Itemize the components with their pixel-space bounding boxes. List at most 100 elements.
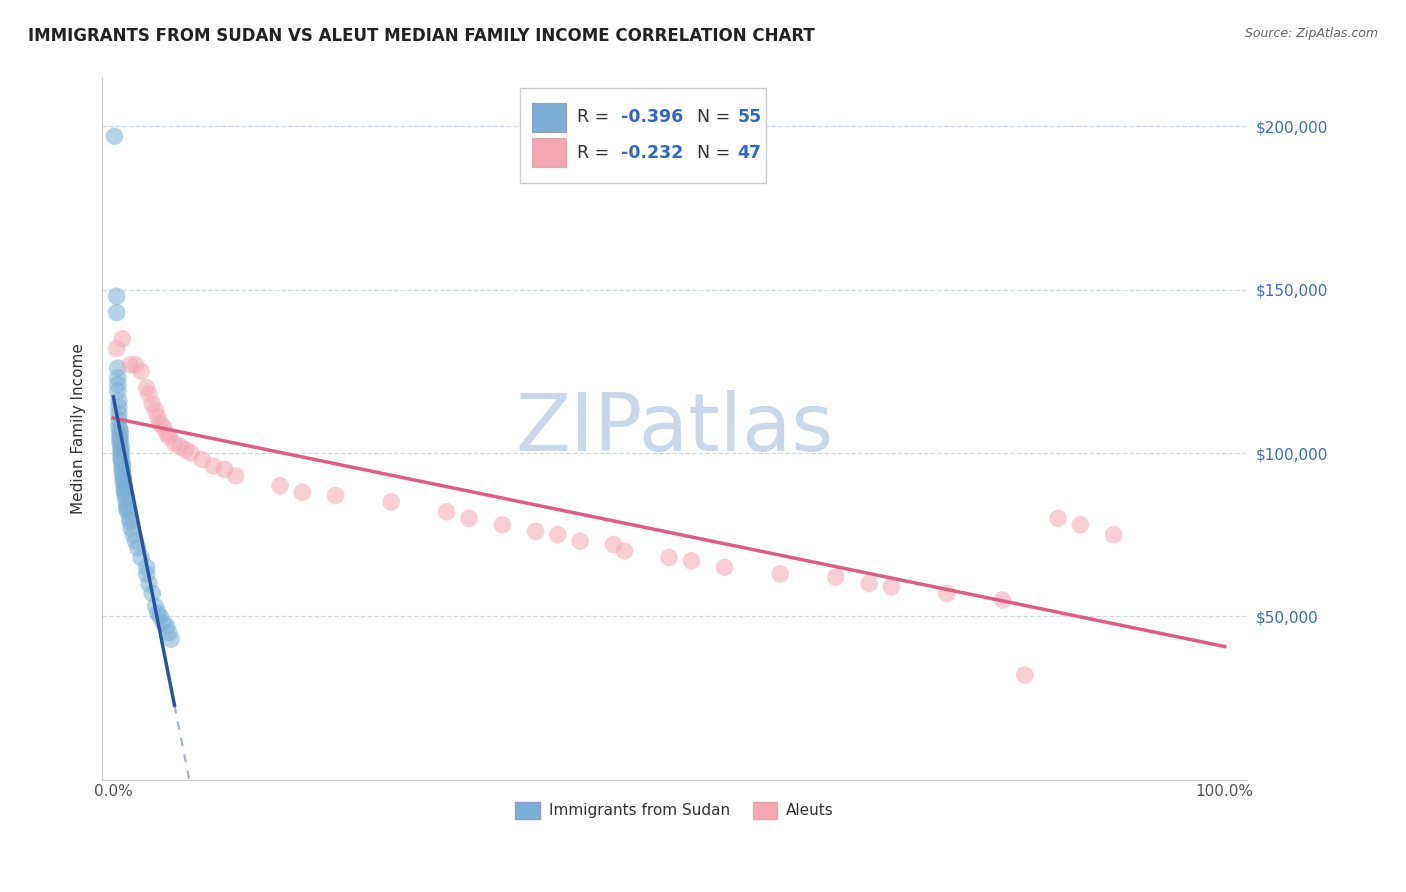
Point <box>880 580 903 594</box>
Point <box>1102 527 1125 541</box>
Text: ZIPatlas: ZIPatlas <box>516 390 834 467</box>
Point <box>112 468 135 483</box>
Point <box>169 440 191 454</box>
Point <box>114 488 136 502</box>
Point <box>135 381 157 395</box>
Point <box>149 417 172 431</box>
Point <box>291 485 314 500</box>
Point <box>325 488 347 502</box>
Point <box>124 534 146 549</box>
Point <box>114 478 136 492</box>
Text: -0.232: -0.232 <box>621 144 683 161</box>
Point <box>105 342 128 356</box>
Point <box>138 387 160 401</box>
Point <box>225 468 247 483</box>
Text: Source: ZipAtlas.com: Source: ZipAtlas.com <box>1244 27 1378 40</box>
Point <box>112 475 135 490</box>
Point <box>569 534 592 549</box>
Text: N =: N = <box>686 109 735 127</box>
Point <box>152 615 174 630</box>
Point <box>124 358 146 372</box>
Point <box>108 393 131 408</box>
Point <box>111 466 134 480</box>
Point <box>436 505 458 519</box>
Point <box>114 482 136 496</box>
FancyBboxPatch shape <box>531 103 565 132</box>
Point <box>115 501 138 516</box>
Point <box>824 570 846 584</box>
Point <box>107 361 129 376</box>
Point <box>174 442 197 457</box>
Point <box>613 544 636 558</box>
Point <box>108 436 131 450</box>
Point <box>180 446 202 460</box>
Text: 47: 47 <box>738 144 762 161</box>
Point <box>108 401 131 415</box>
Point <box>1069 517 1091 532</box>
Point <box>146 606 169 620</box>
Point <box>713 560 735 574</box>
Y-axis label: Median Family Income: Median Family Income <box>72 343 86 514</box>
Point <box>163 436 186 450</box>
Point <box>112 472 135 486</box>
Point <box>146 410 169 425</box>
Point <box>157 625 180 640</box>
Point <box>129 364 152 378</box>
Point <box>118 511 141 525</box>
Point <box>122 527 145 541</box>
Point <box>105 289 128 303</box>
Point <box>491 517 513 532</box>
Point <box>524 524 547 539</box>
Point <box>547 527 569 541</box>
Point <box>129 550 152 565</box>
Point <box>114 485 136 500</box>
Point <box>105 305 128 319</box>
Point <box>214 462 236 476</box>
Point <box>141 586 163 600</box>
Point <box>120 521 142 535</box>
Legend: Immigrants from Sudan, Aleuts: Immigrants from Sudan, Aleuts <box>509 796 841 824</box>
Point <box>115 498 138 512</box>
Point <box>157 430 180 444</box>
Point <box>935 586 957 600</box>
Point <box>111 456 134 470</box>
Point <box>103 129 125 144</box>
Point <box>108 430 131 444</box>
Text: R =: R = <box>578 109 614 127</box>
FancyBboxPatch shape <box>520 88 766 183</box>
Point <box>658 550 681 565</box>
Text: 55: 55 <box>738 109 762 127</box>
Point <box>191 452 214 467</box>
Text: R =: R = <box>578 144 614 161</box>
Point <box>117 505 139 519</box>
Point <box>114 491 136 506</box>
Point <box>127 541 149 555</box>
Point <box>108 420 131 434</box>
Point <box>858 576 880 591</box>
Point <box>110 442 132 457</box>
Point <box>110 450 132 464</box>
Point <box>149 609 172 624</box>
Point <box>111 332 134 346</box>
Point <box>769 566 792 581</box>
Point <box>602 537 624 551</box>
Point <box>156 619 179 633</box>
Point <box>111 462 134 476</box>
Text: IMMIGRANTS FROM SUDAN VS ALEUT MEDIAN FAMILY INCOME CORRELATION CHART: IMMIGRANTS FROM SUDAN VS ALEUT MEDIAN FA… <box>28 27 815 45</box>
Point <box>108 433 131 447</box>
Point <box>118 515 141 529</box>
Point <box>135 566 157 581</box>
Point <box>118 358 141 372</box>
FancyBboxPatch shape <box>531 138 565 168</box>
Point <box>156 426 179 441</box>
Point <box>110 440 132 454</box>
Point <box>107 377 129 392</box>
Point <box>1047 511 1070 525</box>
Point <box>110 452 132 467</box>
Point <box>111 459 134 474</box>
Point <box>202 459 225 474</box>
Point <box>458 511 481 525</box>
Point <box>380 495 402 509</box>
Point <box>1014 668 1036 682</box>
Text: N =: N = <box>686 144 735 161</box>
